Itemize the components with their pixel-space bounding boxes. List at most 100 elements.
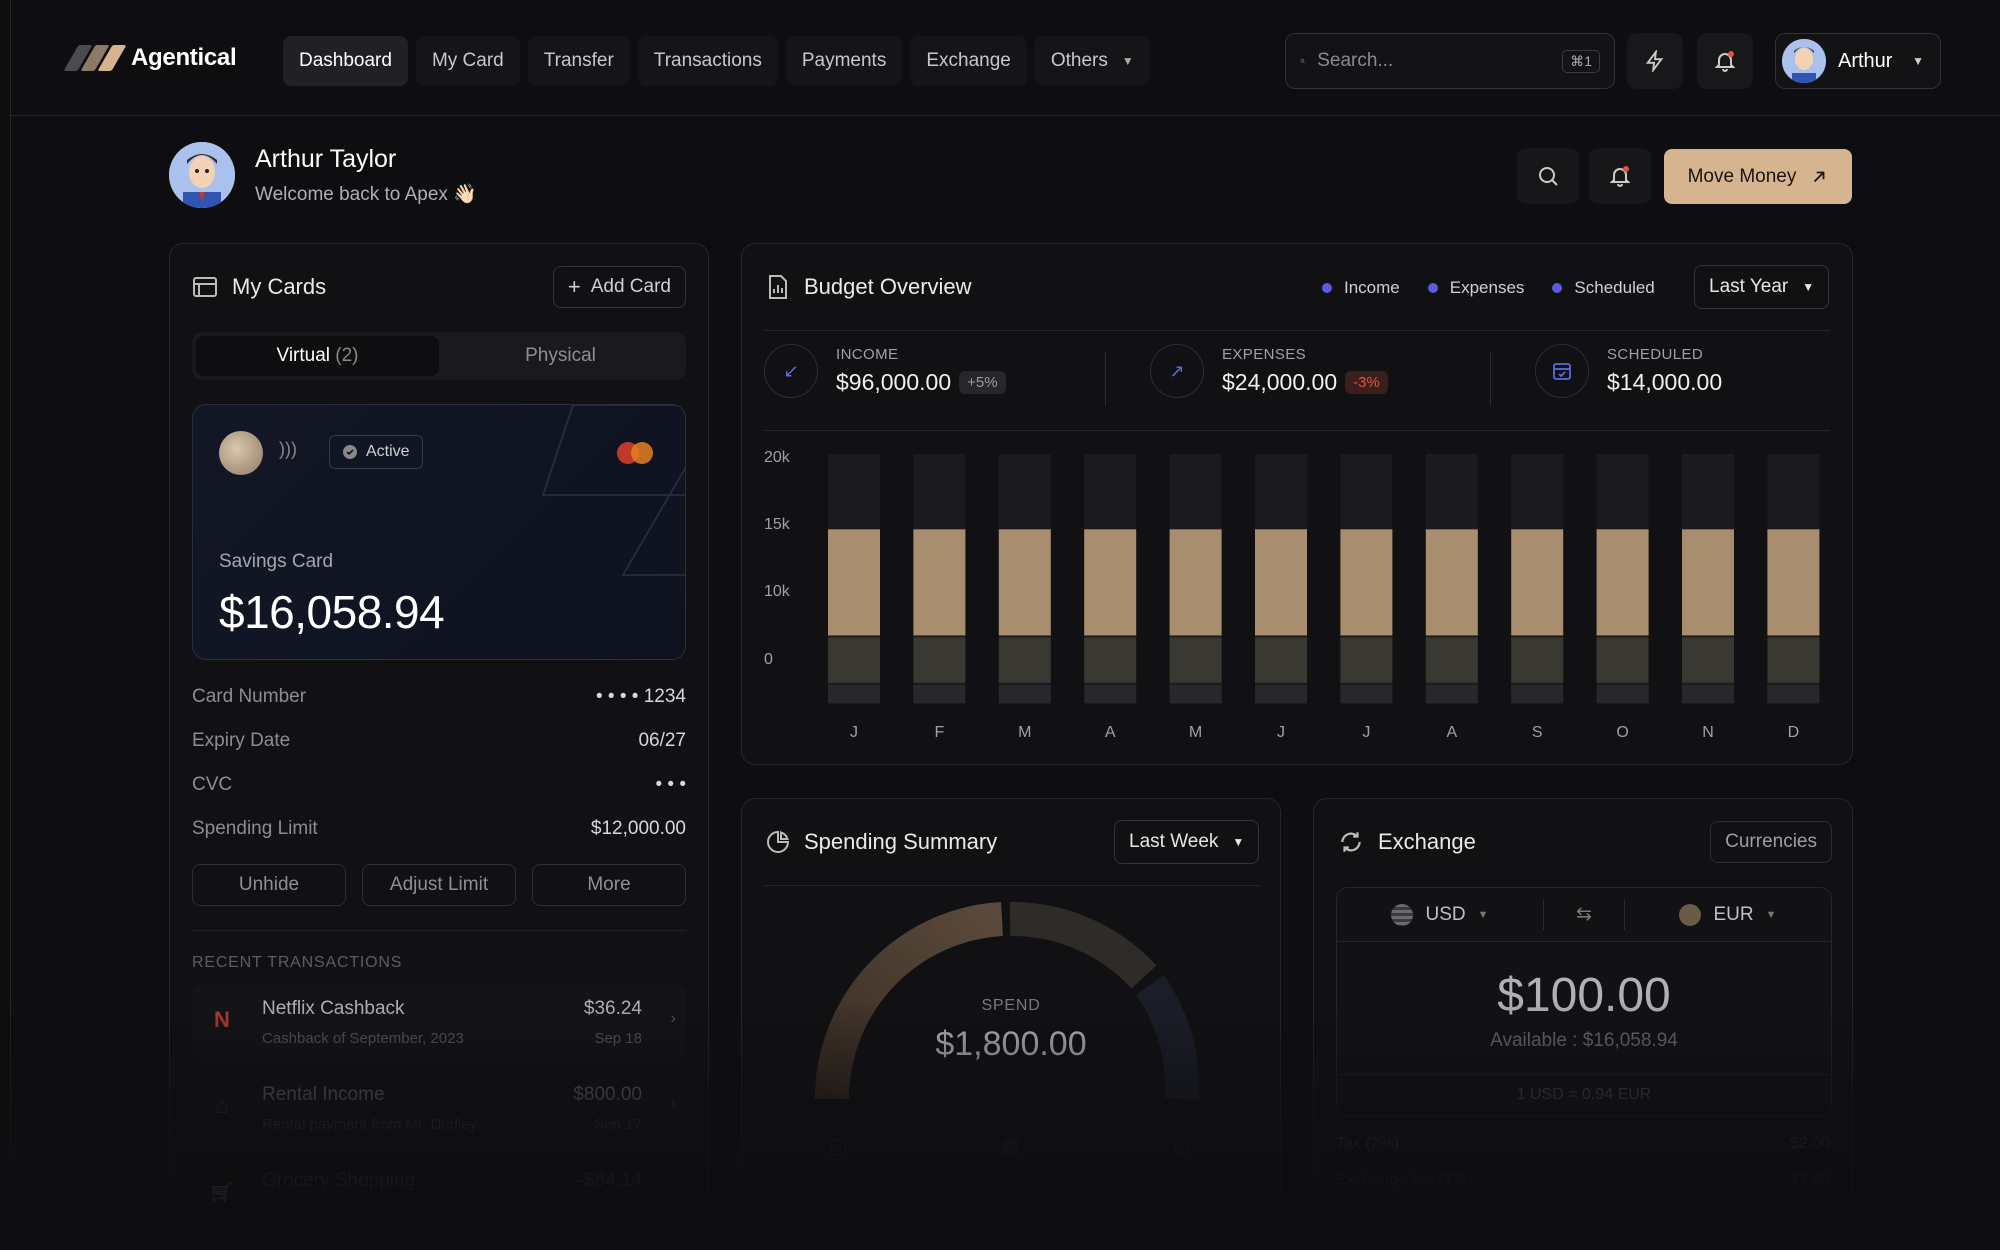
transaction-row[interactable]: 🛒 Grocery Shopping -$84.14 › xyxy=(192,1156,686,1230)
adjust-limit-button[interactable]: Adjust Limit xyxy=(362,864,516,906)
bar-expenses[interactable] xyxy=(1340,637,1393,683)
bar-scheduled[interactable] xyxy=(1767,684,1820,703)
bar-income[interactable] xyxy=(1425,529,1478,636)
transaction-title: Netflix Cashback xyxy=(262,998,405,1019)
from-currency: USD xyxy=(1425,903,1466,925)
nav-transfer[interactable]: Transfer xyxy=(527,36,630,86)
header-notifications-button[interactable] xyxy=(1589,148,1651,204)
move-money-button[interactable]: Move Money xyxy=(1664,149,1852,204)
currencies-button[interactable]: Currencies xyxy=(1710,821,1832,863)
bar-scheduled[interactable] xyxy=(998,684,1051,703)
bar-income[interactable] xyxy=(1169,529,1222,636)
user-menu[interactable]: Arthur ▼ xyxy=(1775,33,1941,89)
tab-virtual[interactable]: Virtual (2) xyxy=(196,336,439,376)
search-box[interactable]: ⌘1 xyxy=(1285,33,1615,89)
bar-income[interactable] xyxy=(913,529,966,636)
bar-expenses[interactable] xyxy=(1084,637,1137,683)
bar-expenses[interactable] xyxy=(1425,637,1478,683)
status-badge: Active xyxy=(329,435,423,469)
budget-header: Budget Overview xyxy=(766,274,972,300)
bar-expenses[interactable] xyxy=(828,637,880,683)
transaction-row[interactable]: ⌂ Rental Income Rental payment from Mr. … xyxy=(192,1070,686,1144)
x-tick-label: J xyxy=(1362,724,1370,741)
bar-income[interactable] xyxy=(1255,529,1307,636)
status-text: Active xyxy=(366,443,410,460)
savings-card[interactable]: ))) Active Savings Card $16,058.94 xyxy=(192,404,686,660)
budget-overview-panel: Budget Overview Income Expenses Schedule… xyxy=(741,243,1853,765)
bar-scheduled[interactable] xyxy=(1596,684,1649,703)
bar-expenses[interactable] xyxy=(1255,637,1307,683)
nav-payments[interactable]: Payments xyxy=(785,36,903,86)
nav-my-card[interactable]: My Card xyxy=(415,36,520,86)
netflix-icon: N xyxy=(214,1007,230,1032)
bar-expenses[interactable] xyxy=(1169,637,1222,683)
detail-key: CVC xyxy=(192,774,233,795)
logo-icon xyxy=(63,45,127,71)
bar-income[interactable] xyxy=(1084,529,1137,636)
bar-scheduled[interactable] xyxy=(913,684,966,703)
transaction-amount: $800.00 xyxy=(573,1084,642,1105)
from-currency-select[interactable]: USD ▼ xyxy=(1337,903,1543,926)
legend-dot xyxy=(1552,283,1563,293)
x-tick-label: D xyxy=(1788,724,1800,741)
nav-dashboard[interactable]: Dashboard xyxy=(283,36,408,86)
bar-expenses[interactable] xyxy=(1596,637,1649,683)
fee-value: $2.00 xyxy=(1789,1135,1830,1152)
notifications-button[interactable] xyxy=(1697,33,1753,89)
transaction-row[interactable]: N Netflix Cashback Cashback of September… xyxy=(192,984,686,1058)
add-card-button[interactable]: + Add Card xyxy=(552,266,686,308)
bar-scheduled[interactable] xyxy=(1511,684,1564,703)
period-select[interactable]: Last Year ▼ xyxy=(1694,265,1830,309)
bar-expenses[interactable] xyxy=(1682,637,1734,683)
stat-income: ↙ INCOME $96,000.00 +5% xyxy=(764,344,1006,398)
bar-income[interactable] xyxy=(998,529,1051,636)
profile-header: Arthur Taylor Welcome back to Apex 👋🏻 xyxy=(169,142,477,208)
bar-scheduled[interactable] xyxy=(1255,684,1307,703)
legend-scheduled: Scheduled xyxy=(1552,278,1655,298)
nav-exchange[interactable]: Exchange xyxy=(910,36,1027,86)
nav-transactions[interactable]: Transactions xyxy=(637,36,778,86)
bar-scheduled[interactable] xyxy=(1425,684,1478,703)
divider xyxy=(1543,899,1544,930)
main-nav: Dashboard My Card Transfer Transactions … xyxy=(283,36,1150,86)
bar-scheduled[interactable] xyxy=(1084,684,1137,703)
bar-expenses[interactable] xyxy=(1511,637,1564,683)
nav-others[interactable]: Others ▼ xyxy=(1034,36,1150,86)
stat-expenses: ↗ EXPENSES $24,000.00 -3% xyxy=(1150,344,1388,398)
bar-income[interactable] xyxy=(1340,529,1393,636)
x-tick-label: J xyxy=(850,724,858,741)
bar-scheduled[interactable] xyxy=(828,684,880,703)
logo[interactable]: Agentical xyxy=(63,44,237,72)
bar-income[interactable] xyxy=(1682,529,1734,636)
bar-income[interactable] xyxy=(828,529,880,636)
nav-label: Transactions xyxy=(653,50,762,71)
header-search-button[interactable] xyxy=(1517,148,1579,204)
search-input[interactable] xyxy=(1317,50,1563,72)
bar-income[interactable] xyxy=(1596,529,1649,636)
bar-expenses[interactable] xyxy=(998,637,1051,683)
to-currency-select[interactable]: EUR ▼ xyxy=(1625,903,1831,926)
quick-actions-button[interactable] xyxy=(1627,33,1683,89)
card-type-tabs: Virtual (2) Physical xyxy=(192,332,686,380)
mastercard-icon xyxy=(617,442,653,464)
spending-period-select[interactable]: Last Week ▼ xyxy=(1114,820,1260,864)
x-tick-label: F xyxy=(935,724,945,741)
swap-icon[interactable]: ⇆ xyxy=(1576,904,1592,925)
more-button[interactable]: More xyxy=(532,864,686,906)
unhide-button[interactable]: Unhide xyxy=(192,864,346,906)
bar-expenses[interactable] xyxy=(1767,637,1820,683)
card-chip-icon xyxy=(219,431,263,475)
stat-label: EXPENSES xyxy=(1222,346,1307,363)
bar-scheduled[interactable] xyxy=(1682,684,1734,703)
bar-scheduled[interactable] xyxy=(1169,684,1222,703)
x-tick-label: M xyxy=(1189,724,1202,741)
exchange-fee-row: Exchange fee (1%) $1.00 xyxy=(1336,1171,1830,1189)
exchange-amount[interactable]: $100.00 xyxy=(1497,969,1671,1022)
bar-income[interactable] xyxy=(1511,529,1564,636)
my-cards-panel: My Cards + Add Card Virtual (2) Physical… xyxy=(169,243,709,1250)
bar-expenses[interactable] xyxy=(913,637,966,683)
expiry-row: Expiry Date 06/27 xyxy=(192,730,686,752)
bar-scheduled[interactable] xyxy=(1340,684,1393,703)
tab-physical[interactable]: Physical xyxy=(439,336,682,376)
bar-income[interactable] xyxy=(1767,529,1820,636)
